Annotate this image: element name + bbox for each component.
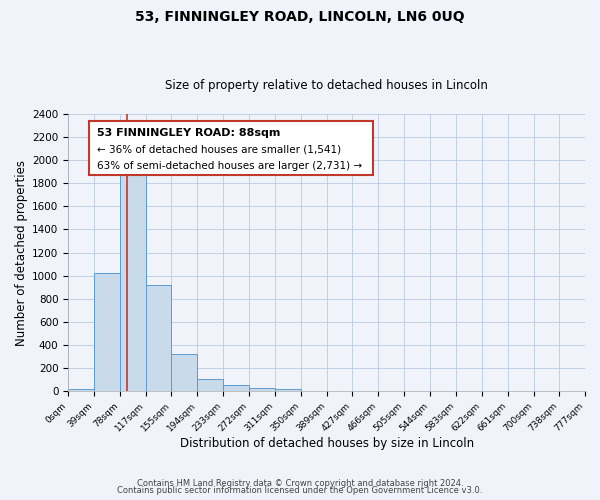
Bar [275, 390, 301, 391]
Bar [120, 172, 146, 391]
FancyBboxPatch shape [89, 121, 373, 175]
Text: Contains public sector information licensed under the Open Government Licence v3: Contains public sector information licen… [118, 486, 482, 495]
Bar [171, 354, 197, 391]
Text: Contains HM Land Registry data © Crown copyright and database right 2024.: Contains HM Land Registry data © Crown c… [137, 478, 463, 488]
Y-axis label: Number of detached properties: Number of detached properties [15, 160, 28, 346]
Title: Size of property relative to detached houses in Lincoln: Size of property relative to detached ho… [165, 79, 488, 92]
Text: ← 36% of detached houses are smaller (1,541): ← 36% of detached houses are smaller (1,… [97, 144, 341, 154]
Text: 63% of semi-detached houses are larger (2,731) →: 63% of semi-detached houses are larger (… [97, 161, 362, 171]
Bar [94, 272, 120, 391]
Bar [68, 388, 94, 391]
Bar [146, 285, 171, 391]
Text: 53, FINNINGLEY ROAD, LINCOLN, LN6 0UQ: 53, FINNINGLEY ROAD, LINCOLN, LN6 0UQ [135, 10, 465, 24]
Bar [197, 379, 223, 391]
Bar [223, 386, 249, 391]
Text: 53 FINNINGLEY ROAD: 88sqm: 53 FINNINGLEY ROAD: 88sqm [97, 128, 280, 138]
X-axis label: Distribution of detached houses by size in Lincoln: Distribution of detached houses by size … [179, 437, 473, 450]
Bar [249, 388, 275, 391]
